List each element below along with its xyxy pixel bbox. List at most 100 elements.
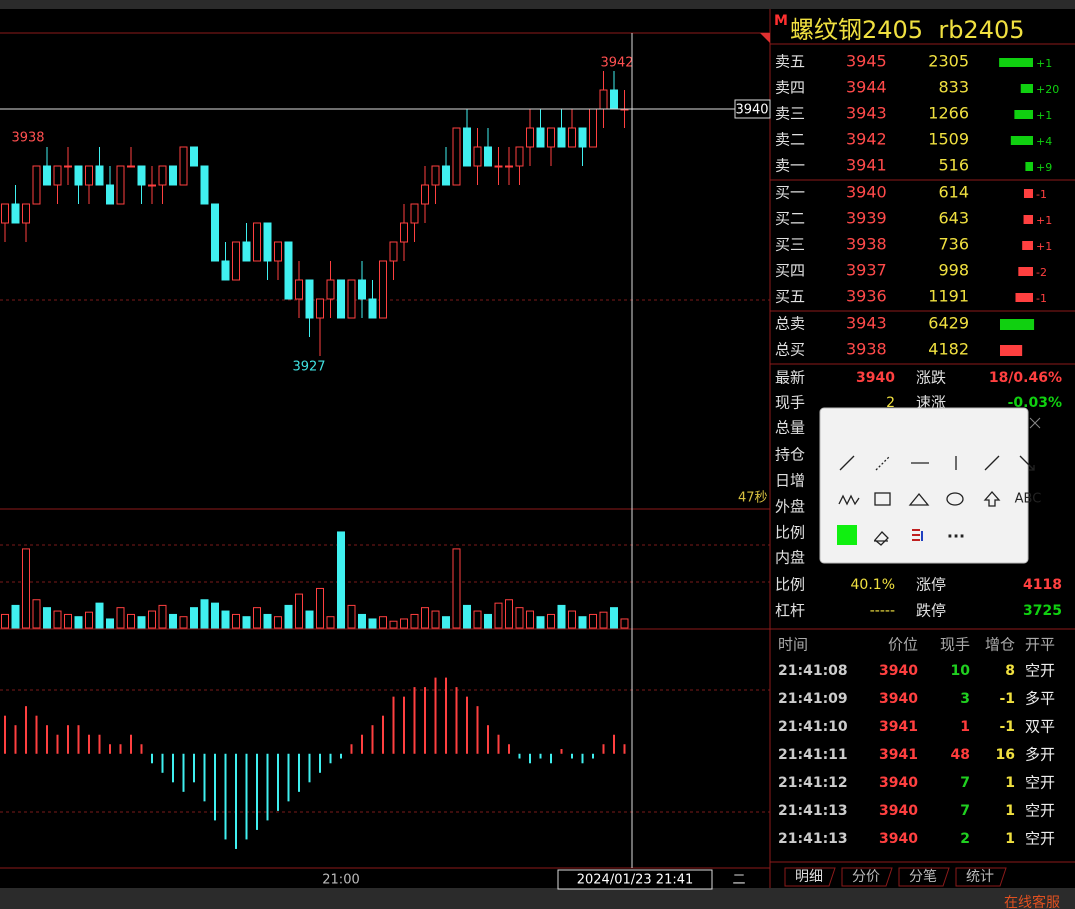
candle-body bbox=[22, 203, 30, 224]
volume-bar bbox=[610, 607, 618, 629]
candle-body bbox=[526, 127, 534, 148]
volume-bar bbox=[95, 602, 104, 629]
volume-bar bbox=[53, 610, 62, 629]
tab[interactable]: 分笔 bbox=[909, 869, 937, 885]
volume-bar bbox=[473, 610, 482, 629]
tool-triangle[interactable] bbox=[908, 492, 930, 506]
candle-body bbox=[148, 184, 156, 187]
book-label: 卖二 bbox=[775, 131, 805, 149]
candle-body bbox=[116, 165, 125, 205]
trade-time: 21:41:08 bbox=[778, 663, 848, 679]
book-bar bbox=[1014, 110, 1033, 119]
volume-bar bbox=[526, 610, 534, 629]
candle-body bbox=[305, 279, 314, 319]
tool-ray[interactable] bbox=[875, 455, 891, 471]
trade-type: 多平 bbox=[1025, 690, 1055, 708]
book-volume: 736 bbox=[938, 235, 969, 254]
stat-label: 速涨 bbox=[916, 394, 946, 412]
stat-label: 跌停 bbox=[916, 602, 946, 620]
popup bbox=[819, 407, 1029, 564]
candle-body bbox=[578, 127, 587, 148]
book-volume: 516 bbox=[938, 156, 969, 175]
candle-body bbox=[410, 203, 419, 224]
volume-bar bbox=[116, 607, 125, 629]
tool-ellipse[interactable] bbox=[946, 492, 964, 506]
close[interactable] bbox=[1029, 417, 1041, 429]
total-volume: 4182 bbox=[928, 340, 969, 359]
book-change: -1 bbox=[1036, 292, 1047, 305]
stat-label: 涨停 bbox=[916, 576, 946, 594]
tab[interactable]: 统计 bbox=[966, 869, 994, 885]
volume-bar bbox=[316, 587, 324, 629]
candle-body bbox=[284, 241, 293, 300]
trade-type: 多开 bbox=[1025, 746, 1055, 764]
candle-body bbox=[137, 165, 146, 186]
book-price: 3941 bbox=[846, 156, 887, 175]
candle-body bbox=[232, 241, 240, 281]
candle-body bbox=[599, 89, 608, 110]
tool-rect[interactable] bbox=[874, 492, 891, 506]
service[interactable]: 在线客服 bbox=[1004, 894, 1060, 909]
trade-time: 21:41:13 bbox=[778, 803, 848, 819]
tool-color[interactable] bbox=[837, 525, 857, 545]
book-volume: 1266 bbox=[928, 104, 969, 123]
book-price: 3942 bbox=[846, 130, 887, 149]
stat-value: 18/0.46% bbox=[989, 370, 1062, 386]
tool-up-arrow[interactable] bbox=[983, 491, 1001, 507]
cursor-time: 2024/01/23 21:41 bbox=[577, 873, 694, 888]
tab-shape bbox=[784, 867, 836, 887]
tab[interactable]: 明细 bbox=[795, 869, 823, 885]
volume-bar bbox=[263, 613, 272, 629]
total-volume: 6429 bbox=[928, 314, 969, 333]
book-volume: 833 bbox=[938, 78, 969, 97]
book-change: -1 bbox=[1036, 188, 1047, 201]
time-box bbox=[557, 869, 713, 890]
book-bar bbox=[1025, 162, 1033, 171]
price-label: 3938 bbox=[11, 131, 44, 146]
candle-body bbox=[610, 89, 618, 110]
volume-bar bbox=[452, 548, 461, 629]
tool-delete[interactable] bbox=[912, 529, 920, 541]
book-label: 买三 bbox=[775, 236, 805, 254]
tool-line[interactable] bbox=[839, 455, 855, 471]
trade-time: 21:41:09 bbox=[778, 691, 848, 707]
book-price: 3940 bbox=[846, 183, 887, 202]
volume-bar bbox=[137, 616, 146, 629]
candle-body bbox=[400, 222, 408, 243]
book-bar bbox=[1022, 241, 1033, 250]
tool-arrow[interactable] bbox=[1019, 455, 1035, 471]
tool-wave[interactable] bbox=[838, 494, 860, 506]
total-label: 总卖 bbox=[775, 315, 805, 333]
volume-bar bbox=[43, 607, 51, 629]
volume-bar bbox=[274, 616, 282, 629]
candle-body bbox=[442, 165, 450, 186]
volume-bar bbox=[505, 599, 513, 629]
stat-label: 杠杆 bbox=[775, 602, 805, 620]
book-change: +9 bbox=[1036, 161, 1052, 174]
stat-value: ----- bbox=[870, 603, 895, 619]
candle-body bbox=[568, 127, 576, 148]
tab[interactable]: 分价 bbox=[852, 869, 880, 885]
book-volume: 614 bbox=[938, 183, 969, 202]
candle-body bbox=[347, 279, 356, 319]
book-label: 卖三 bbox=[775, 105, 805, 123]
tool-more[interactable]: ... bbox=[947, 523, 965, 542]
candle-body bbox=[431, 165, 440, 186]
trade-volume: 3 bbox=[960, 691, 970, 707]
tool-segment[interactable] bbox=[984, 455, 1000, 471]
tool-eraser[interactable] bbox=[874, 531, 889, 546]
total-bar bbox=[1000, 345, 1023, 356]
trade-oi: 8 bbox=[1005, 663, 1015, 679]
candle-body bbox=[158, 165, 167, 186]
price-box-label: 3940 bbox=[735, 103, 768, 118]
total-bar bbox=[1000, 319, 1035, 330]
trade-header: 增仓 bbox=[985, 636, 1015, 654]
trade-price: 3941 bbox=[879, 719, 918, 735]
stat-value: -0.03% bbox=[1008, 395, 1062, 411]
book-volume: 998 bbox=[938, 261, 969, 280]
tool-text[interactable]: ABC bbox=[1015, 492, 1042, 507]
trade-volume: 1 bbox=[960, 719, 970, 735]
candle-body bbox=[337, 279, 345, 319]
